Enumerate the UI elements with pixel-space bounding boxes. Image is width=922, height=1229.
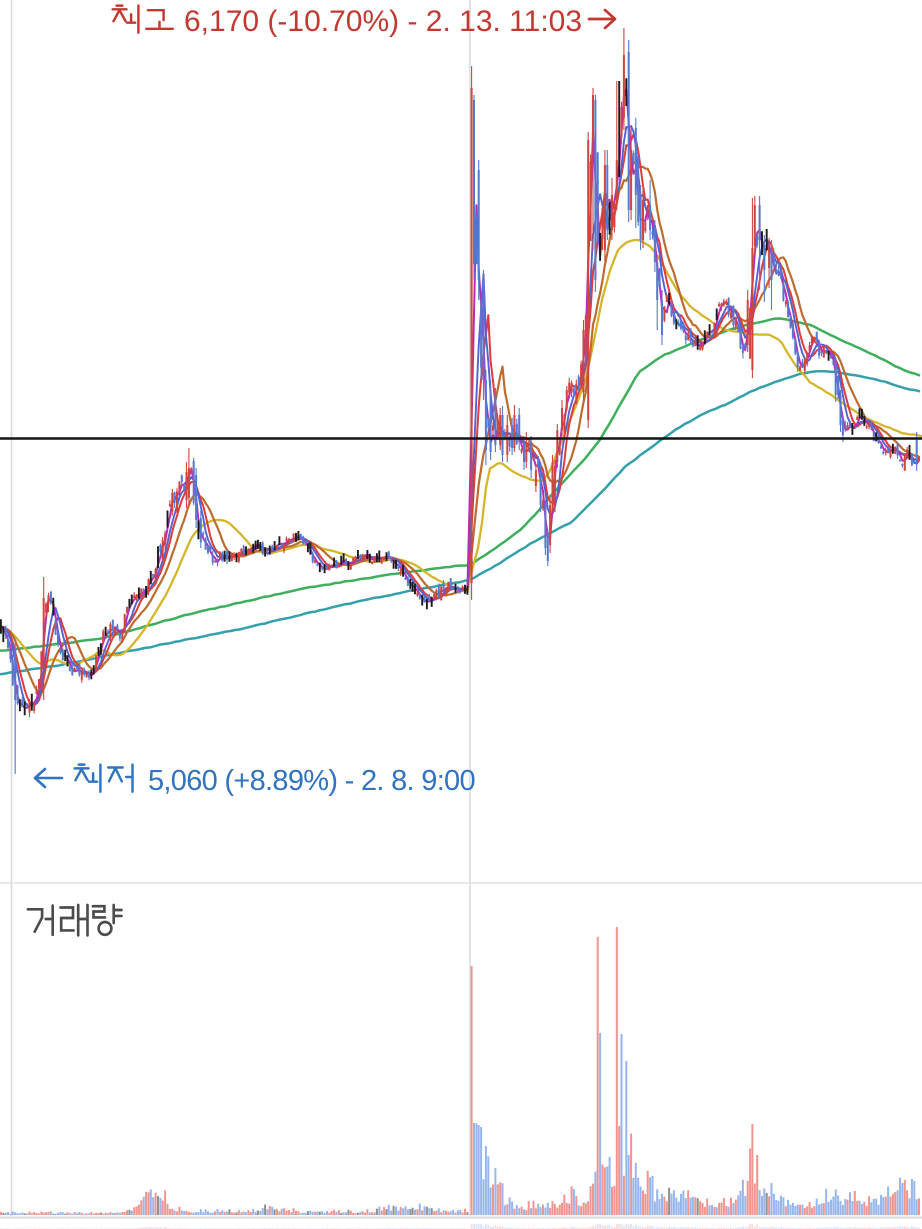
svg-text:6,170 (-10.70%) - 2. 13. 11:03: 6,170 (-10.70%) - 2. 13. 11:03 <box>184 5 582 38</box>
svg-text:5,060 (+8.89%) - 2. 8. 9:00: 5,060 (+8.89%) - 2. 8. 9:00 <box>148 765 475 797</box>
